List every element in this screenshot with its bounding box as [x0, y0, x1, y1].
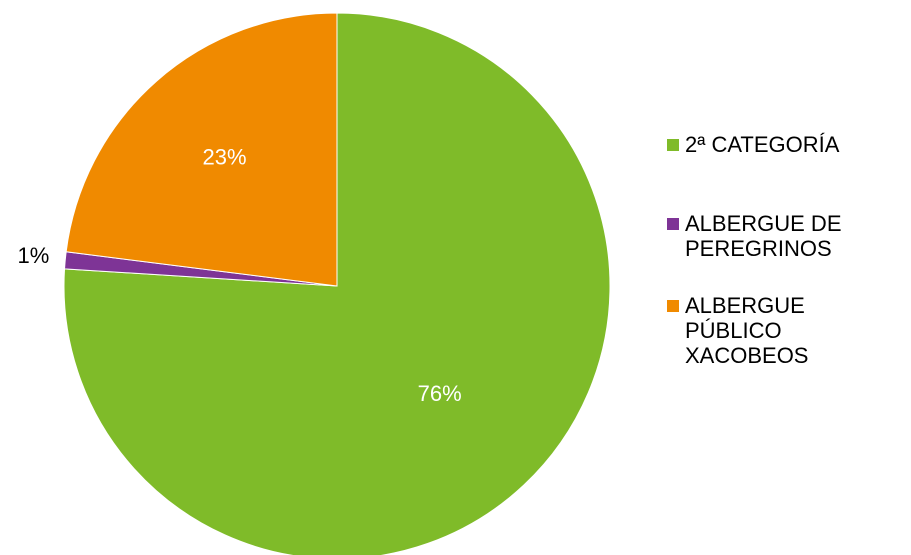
legend-item-2a-categoria: 2ª CATEGORÍA: [667, 132, 907, 157]
legend-swatch-2a-categoria: [667, 139, 679, 151]
legend-swatch-albergue-de-peregrinos: [667, 218, 679, 230]
legend-swatch-albergue-publico-xacobeos: [667, 300, 679, 312]
legend-item-albergue-de-peregrinos: ALBERGUE DE PEREGRINOS: [667, 211, 907, 261]
data-label-2a-categoria: 76%: [418, 381, 462, 406]
legend-label-albergue-de-peregrinos: ALBERGUE DE PEREGRINOS: [685, 211, 842, 261]
legend-label-2a-categoria: 2ª CATEGORÍA: [685, 132, 840, 157]
data-label-albergue-de-peregrinos: 1%: [17, 243, 49, 268]
pie-slice-albergue-publico-xacobeos: [65, 12, 338, 287]
chart-legend: 2ª CATEGORÍA ALBERGUE DE PEREGRINOS ALBE…: [667, 132, 907, 368]
legend-item-albergue-publico-xacobeos: ALBERGUE PÚBLICO XACOBEOS: [667, 293, 907, 368]
legend-label-albergue-publico-xacobeos: ALBERGUE PÚBLICO XACOBEOS: [685, 293, 809, 368]
data-label-albergue-publico-xacobeos: 23%: [203, 144, 247, 169]
